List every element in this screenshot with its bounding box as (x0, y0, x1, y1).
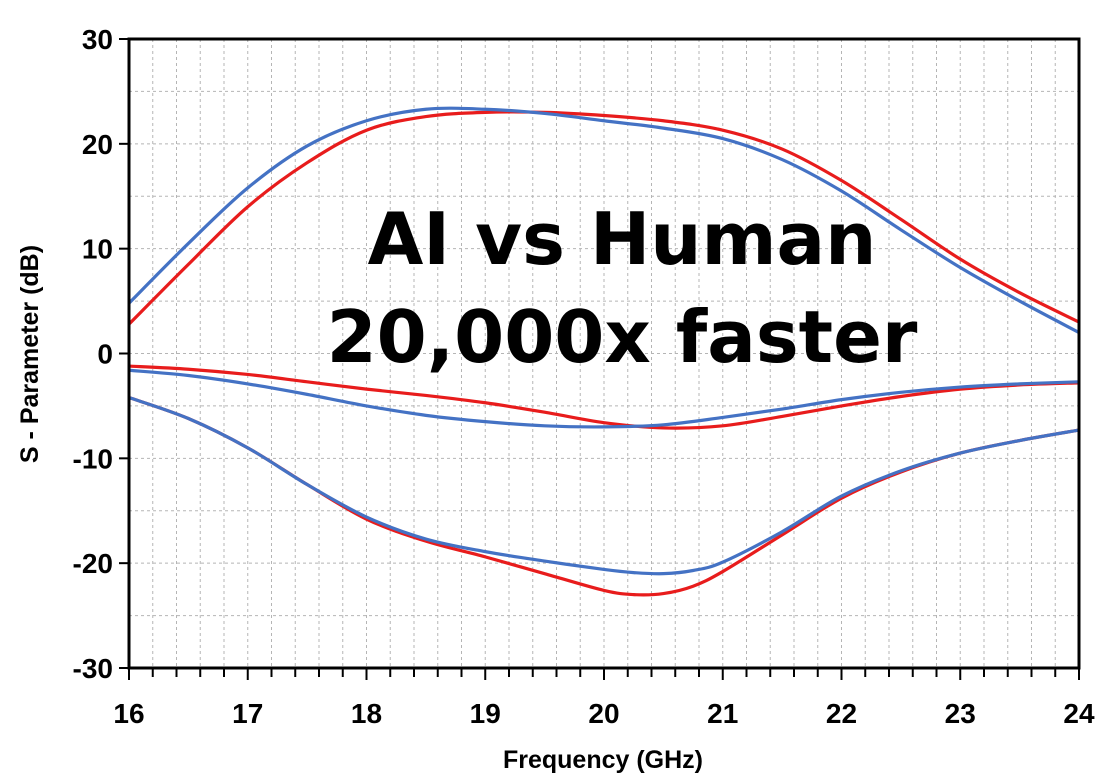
series-line-4 (128, 368, 1080, 429)
series-layer (127, 106, 1080, 597)
x-tick-label: 18 (351, 698, 382, 729)
series-line-6 (128, 396, 1080, 576)
y-axis-title: S - Parameter (dB) (16, 245, 44, 463)
y-tick-label: 0 (97, 339, 113, 370)
series-line-1 (127, 110, 1080, 326)
x-tick-label: 19 (470, 698, 501, 729)
y-tick-label: -30 (73, 653, 113, 684)
y-tick-label: 30 (82, 24, 113, 55)
x-tick-label: 23 (945, 698, 976, 729)
y-tick-label: 10 (82, 234, 113, 265)
x-tick-label: 20 (588, 698, 619, 729)
x-tick-label: 16 (113, 698, 144, 729)
x-tick-label: 17 (232, 698, 263, 729)
grid (128, 38, 1080, 669)
series-line-2 (127, 106, 1080, 334)
tick-labels: -30 -20 -10 0 10 20 30 16 17 18 19 20 21 22 23 24 (73, 24, 1095, 729)
x-tick-label: 21 (707, 698, 738, 729)
x-axis-title: Frequency (GHz) (503, 746, 703, 774)
axes (119, 37, 1081, 680)
y-tick-label: 20 (82, 129, 113, 160)
series-line-3 (128, 364, 1080, 430)
y-tick-label: -20 (73, 548, 113, 579)
x-tick-label: 22 (826, 698, 857, 729)
y-tick-label: -10 (73, 443, 113, 474)
overlay-title-line-1: AI vs Human (368, 197, 877, 281)
overlay-title-line-2: 20,000x faster (327, 295, 918, 379)
x-tick-label: 24 (1063, 698, 1095, 729)
